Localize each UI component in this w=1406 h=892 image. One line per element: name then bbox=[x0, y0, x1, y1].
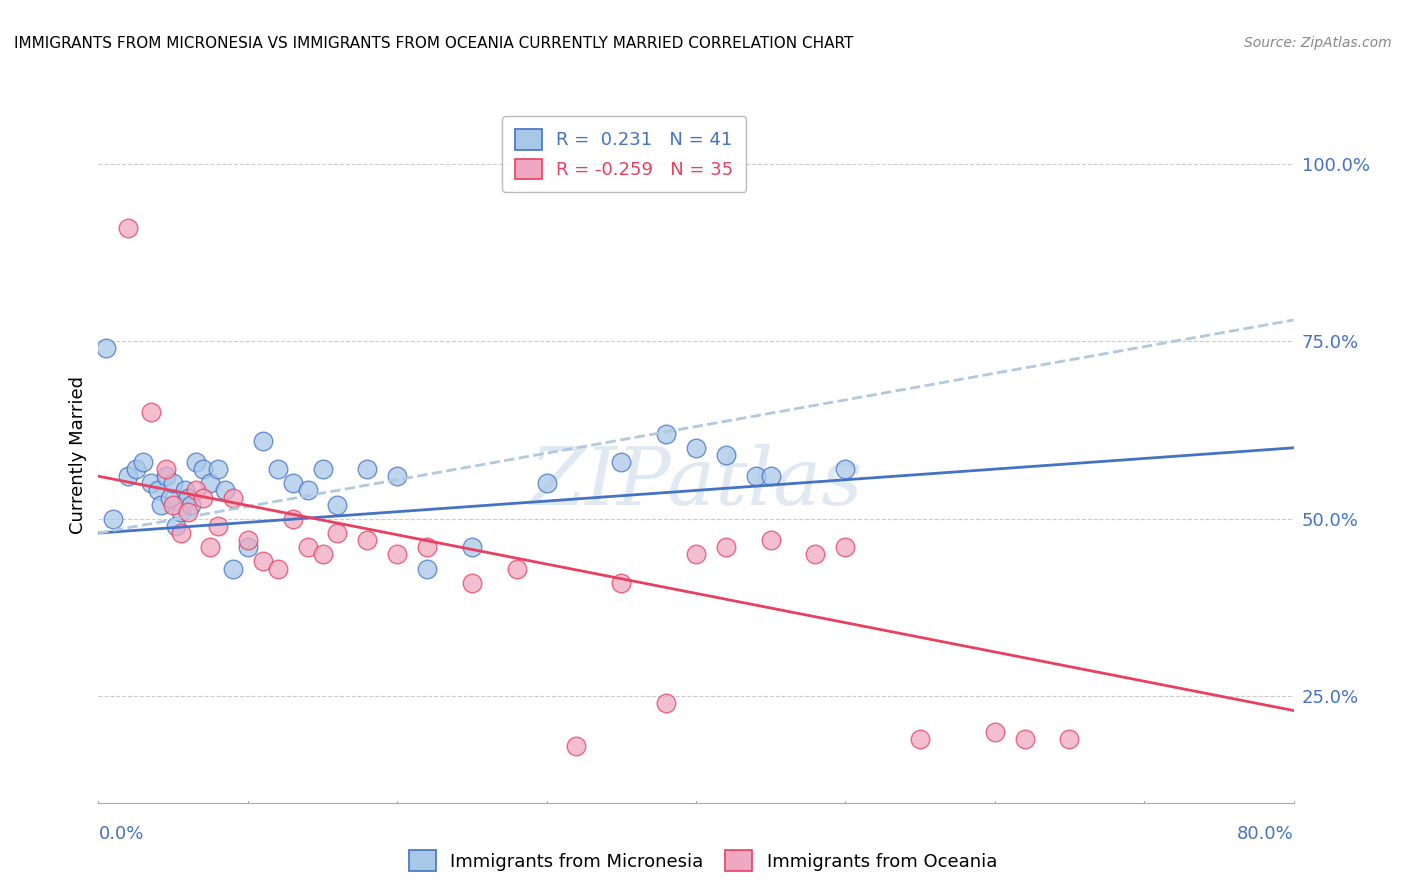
Legend: Immigrants from Micronesia, Immigrants from Oceania: Immigrants from Micronesia, Immigrants f… bbox=[402, 843, 1004, 879]
Point bbox=[834, 462, 856, 476]
Point bbox=[103, 512, 125, 526]
Point bbox=[326, 526, 349, 541]
Point bbox=[222, 561, 245, 575]
Point bbox=[252, 434, 274, 448]
Point bbox=[297, 540, 319, 554]
Point bbox=[281, 476, 304, 491]
Point bbox=[461, 575, 484, 590]
Point bbox=[159, 491, 181, 505]
Point bbox=[356, 533, 378, 548]
Point bbox=[155, 469, 177, 483]
Point bbox=[180, 498, 202, 512]
Point bbox=[191, 491, 214, 505]
Point bbox=[162, 498, 184, 512]
Point bbox=[236, 533, 259, 548]
Legend: R =  0.231   N = 41, R = -0.259   N = 35: R = 0.231 N = 41, R = -0.259 N = 35 bbox=[502, 116, 747, 192]
Text: 80.0%: 80.0% bbox=[1237, 825, 1294, 843]
Point bbox=[139, 476, 162, 491]
Point bbox=[169, 505, 191, 519]
Point bbox=[236, 540, 259, 554]
Point bbox=[222, 491, 245, 505]
Point bbox=[169, 526, 191, 541]
Point bbox=[655, 697, 678, 711]
Point bbox=[311, 462, 333, 476]
Point bbox=[311, 547, 333, 561]
Point bbox=[214, 483, 236, 498]
Point bbox=[117, 220, 139, 235]
Point bbox=[139, 405, 162, 419]
Point bbox=[834, 540, 856, 554]
Point bbox=[165, 519, 187, 533]
Point bbox=[385, 469, 409, 483]
Point bbox=[984, 724, 1007, 739]
Point bbox=[461, 540, 484, 554]
Text: IMMIGRANTS FROM MICRONESIA VS IMMIGRANTS FROM OCEANIA CURRENTLY MARRIED CORRELAT: IMMIGRANTS FROM MICRONESIA VS IMMIGRANTS… bbox=[14, 36, 853, 51]
Point bbox=[174, 483, 197, 498]
Point bbox=[132, 455, 155, 469]
Point bbox=[745, 469, 768, 483]
Text: Source: ZipAtlas.com: Source: ZipAtlas.com bbox=[1244, 36, 1392, 50]
Point bbox=[1059, 731, 1081, 746]
Point bbox=[385, 547, 409, 561]
Point bbox=[655, 426, 678, 441]
Point bbox=[125, 462, 148, 476]
Point bbox=[714, 540, 737, 554]
Point bbox=[200, 476, 222, 491]
Point bbox=[297, 483, 319, 498]
Point bbox=[759, 469, 782, 483]
Point bbox=[685, 441, 707, 455]
Point bbox=[184, 483, 207, 498]
Text: 0.0%: 0.0% bbox=[98, 825, 143, 843]
Point bbox=[191, 462, 214, 476]
Point bbox=[759, 533, 782, 548]
Point bbox=[1014, 731, 1036, 746]
Point bbox=[506, 561, 529, 575]
Text: ZIPatlas: ZIPatlas bbox=[529, 444, 863, 522]
Y-axis label: Currently Married: Currently Married bbox=[69, 376, 87, 534]
Point bbox=[565, 739, 588, 753]
Point bbox=[356, 462, 378, 476]
Point bbox=[908, 731, 931, 746]
Point bbox=[252, 554, 274, 568]
Point bbox=[804, 547, 827, 561]
Point bbox=[685, 547, 707, 561]
Point bbox=[536, 476, 558, 491]
Point bbox=[94, 342, 117, 356]
Point bbox=[162, 476, 184, 491]
Point bbox=[184, 455, 207, 469]
Point bbox=[207, 519, 229, 533]
Point bbox=[207, 462, 229, 476]
Point bbox=[610, 575, 633, 590]
Point bbox=[155, 462, 177, 476]
Point bbox=[200, 540, 222, 554]
Point bbox=[416, 540, 439, 554]
Point bbox=[177, 491, 200, 505]
Point bbox=[117, 469, 139, 483]
Point bbox=[281, 512, 304, 526]
Point bbox=[416, 561, 439, 575]
Point bbox=[177, 505, 200, 519]
Point bbox=[714, 448, 737, 462]
Point bbox=[150, 498, 173, 512]
Point bbox=[326, 498, 349, 512]
Point bbox=[267, 462, 290, 476]
Point bbox=[148, 483, 170, 498]
Point bbox=[267, 561, 290, 575]
Point bbox=[610, 455, 633, 469]
